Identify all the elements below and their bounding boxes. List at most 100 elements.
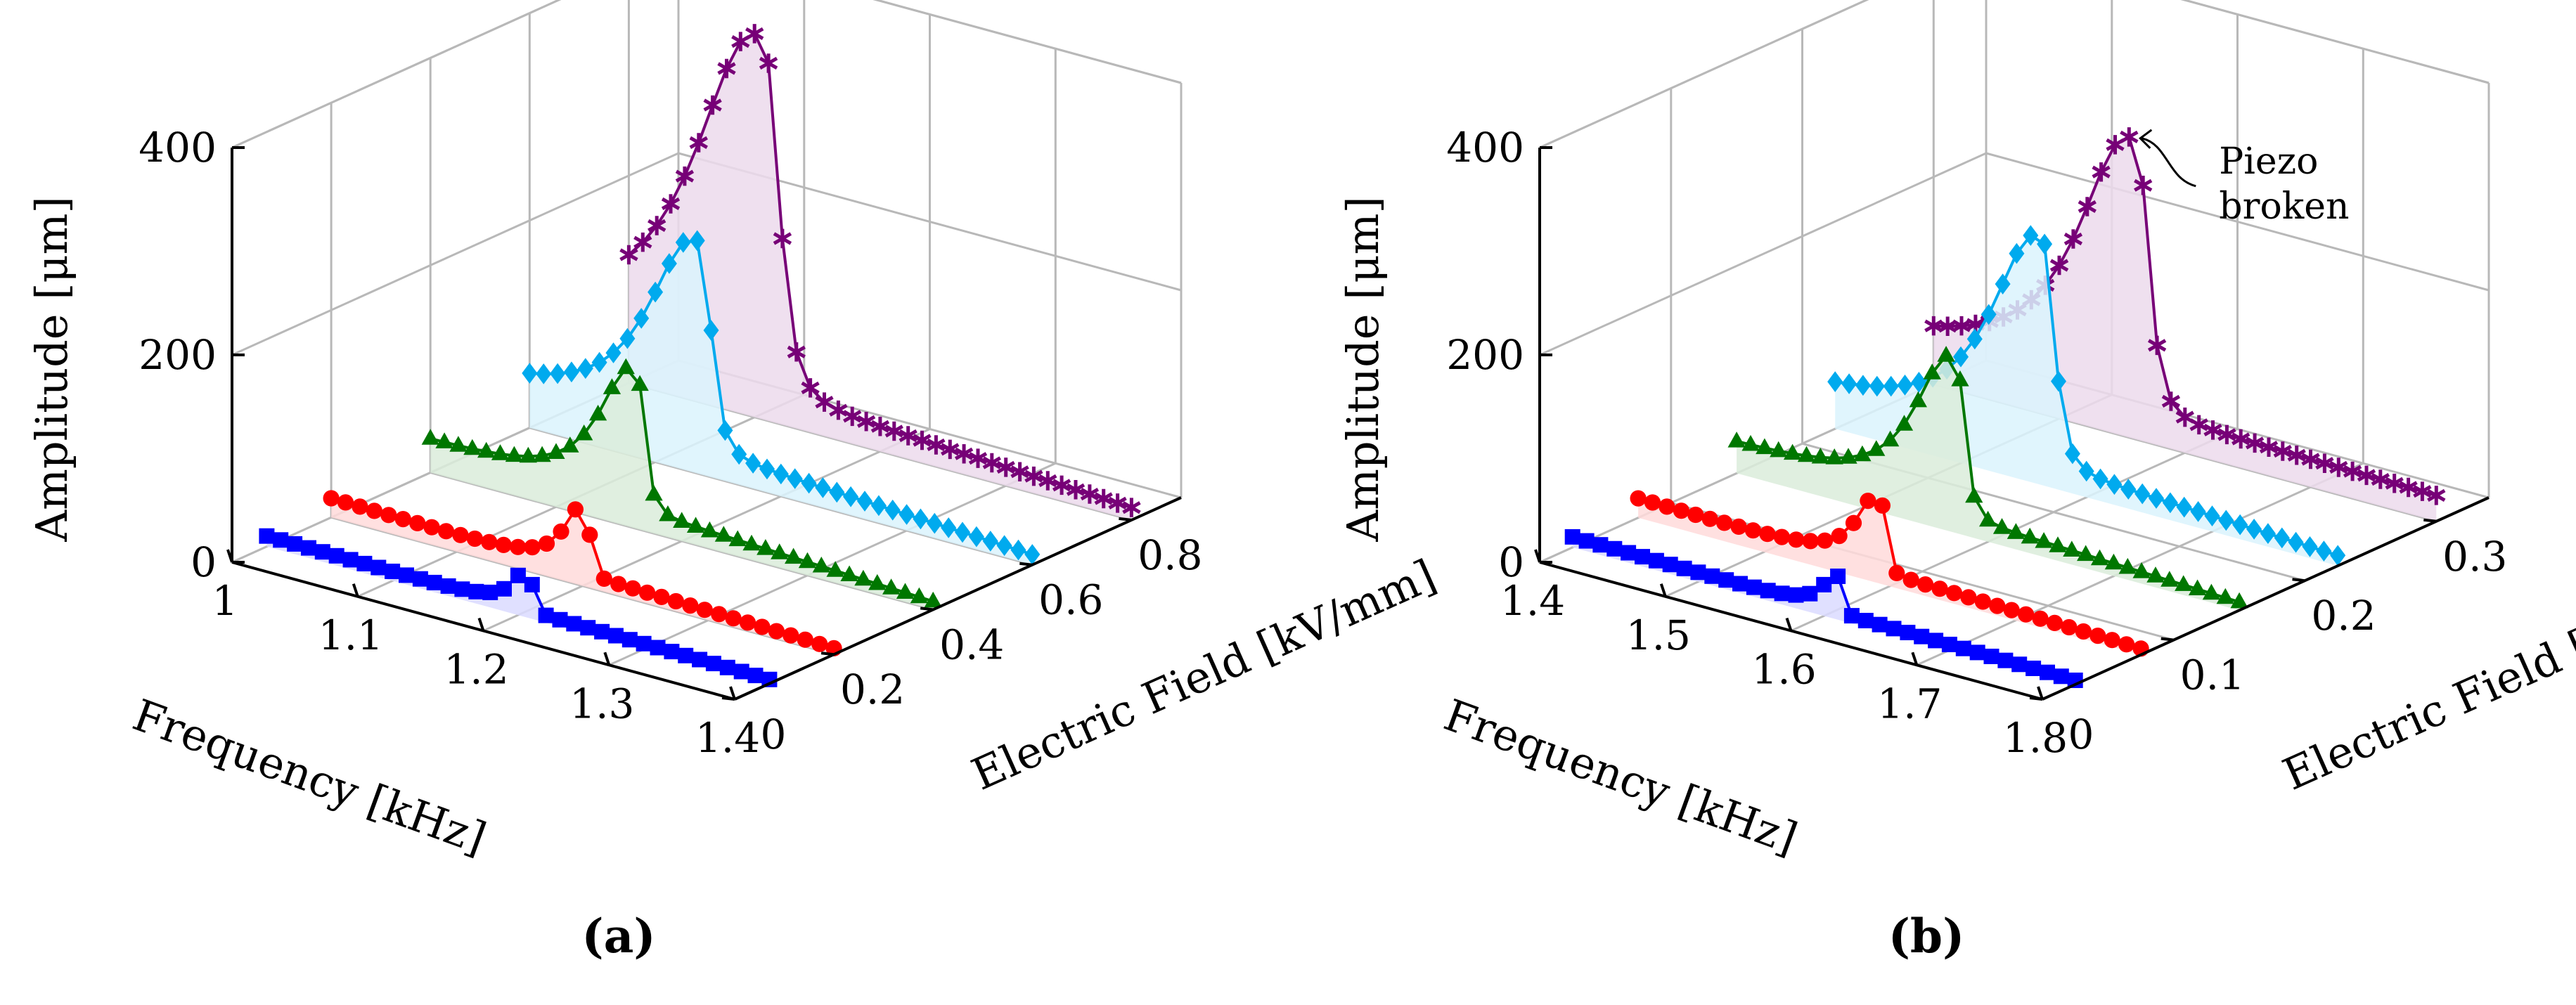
data-point — [910, 587, 928, 604]
series-fill — [629, 33, 1132, 520]
x-tick-label: 1.4 — [695, 714, 760, 762]
x-tick-label: 1.3 — [569, 680, 634, 727]
data-point — [1564, 529, 1580, 545]
data-point — [705, 656, 721, 672]
data-point — [2134, 176, 2153, 195]
data-point — [2037, 233, 2053, 255]
z-tick-label: 0 — [1498, 538, 1524, 586]
data-point — [728, 530, 747, 547]
data-point — [1094, 488, 1113, 509]
y-tick-label: 0 — [761, 711, 787, 758]
data-point — [1831, 528, 1848, 545]
data-point — [603, 378, 622, 394]
data-point — [426, 574, 442, 590]
data-point — [2090, 549, 2109, 566]
data-point — [2147, 335, 2167, 356]
data-point — [2146, 566, 2165, 583]
data-point — [2343, 461, 2362, 481]
data-point — [1744, 522, 1762, 539]
data-point — [2161, 391, 2181, 411]
data-point — [2023, 225, 2039, 246]
z-tick-label: 400 — [1446, 124, 1524, 171]
y-tick — [2160, 637, 2175, 642]
data-point — [1621, 545, 1637, 561]
data-point — [581, 526, 598, 543]
data-point — [1869, 375, 1885, 397]
data-point — [2026, 661, 2042, 676]
z-axis-title: Amplitude [μm] — [1337, 196, 1389, 542]
data-point — [482, 584, 498, 600]
data-point — [287, 536, 303, 552]
x-tick-label: 1.7 — [1877, 680, 1942, 727]
data-point — [954, 444, 974, 464]
series-diamond — [522, 230, 1041, 565]
grid-line — [430, 471, 934, 611]
data-point — [1770, 441, 1788, 458]
data-point — [423, 519, 440, 536]
data-point — [682, 597, 699, 614]
y-tick — [2029, 696, 2043, 701]
data-point — [645, 484, 663, 501]
grid-line — [608, 462, 1056, 666]
data-point — [594, 623, 610, 640]
data-point — [787, 468, 803, 489]
data-point — [1911, 372, 1927, 393]
data-point — [2106, 474, 2123, 495]
data-point — [2007, 523, 2025, 539]
data-point — [577, 358, 593, 380]
data-point — [1817, 532, 1834, 549]
data-point — [667, 592, 685, 610]
data-point — [1788, 531, 1805, 548]
data-point — [2245, 433, 2265, 453]
annotation-text: Piezo — [2219, 141, 2318, 183]
data-point — [510, 567, 526, 583]
data-point — [588, 404, 607, 421]
data-point — [941, 439, 960, 460]
data-point — [1816, 576, 1832, 592]
annotation-text: broken — [2219, 186, 2349, 228]
data-point — [421, 429, 439, 445]
data-point — [1108, 493, 1127, 513]
data-point — [664, 644, 680, 660]
data-point — [884, 499, 901, 521]
data-point — [2092, 162, 2111, 182]
series-triangle — [421, 358, 942, 610]
data-point — [661, 253, 677, 274]
data-point — [826, 561, 844, 577]
data-point — [2218, 510, 2234, 531]
data-point — [2302, 536, 2318, 557]
data-point — [686, 517, 705, 533]
data-point — [553, 523, 569, 540]
data-point — [2288, 531, 2304, 553]
data-point — [1951, 370, 1969, 387]
data-point — [2413, 481, 2432, 501]
x-tick — [2037, 686, 2044, 700]
data-point — [1830, 569, 1846, 584]
data-point — [547, 443, 565, 459]
data-point — [1788, 587, 1804, 603]
data-point — [1010, 539, 1026, 561]
data-point — [1937, 346, 1955, 362]
x-axis-title: Frequency [kHz] — [1438, 689, 1804, 864]
data-point — [1888, 564, 1905, 582]
data-point — [591, 351, 607, 373]
data-point — [314, 544, 330, 560]
data-point — [1827, 371, 1843, 392]
data-point — [1853, 445, 1872, 462]
data-point — [1760, 583, 1776, 599]
data-point — [259, 528, 275, 544]
data-point — [1855, 375, 1871, 396]
data-point — [454, 581, 470, 597]
data-point — [495, 536, 512, 554]
data-point — [2188, 579, 2207, 595]
data-point — [481, 533, 498, 550]
annotation-arrow — [2141, 137, 2196, 188]
data-point — [1802, 585, 1818, 602]
data-point — [633, 232, 652, 252]
data-point — [538, 607, 554, 623]
y-tick-label: 0 — [2068, 711, 2094, 758]
y-tick-label: 0.8 — [1138, 531, 1202, 579]
data-point — [785, 547, 803, 564]
data-point — [1774, 585, 1790, 602]
